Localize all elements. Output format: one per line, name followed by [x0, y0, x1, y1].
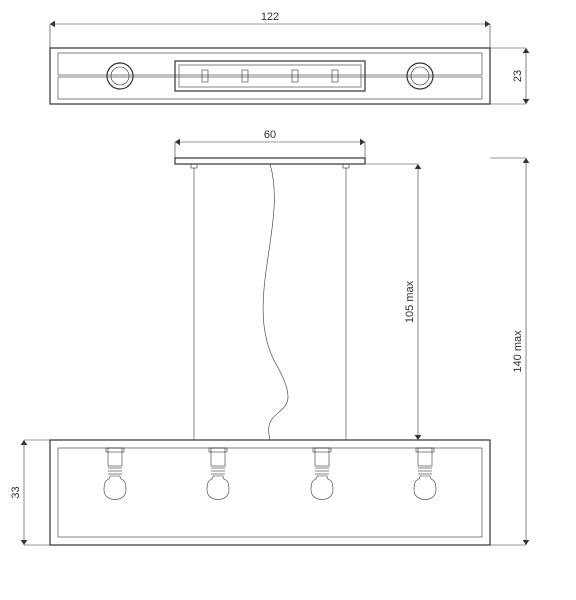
bulb-2	[207, 476, 229, 499]
dimension-top-height: 23	[512, 70, 524, 82]
technical-drawing: 122 23 60 105 max 140 max 33	[0, 0, 576, 600]
bulb-socket-4	[418, 448, 432, 466]
bulb-socket-2	[211, 448, 225, 466]
bulb-socket-1	[108, 448, 122, 466]
ceiling-plate	[175, 158, 365, 164]
bulb-4	[414, 476, 436, 499]
bulb-socket-3	[315, 448, 329, 466]
bulb-3	[311, 476, 333, 499]
top-view-plate	[175, 61, 365, 91]
dimension-plate-width: 60	[264, 129, 276, 141]
top-view-frame	[50, 48, 490, 104]
dimension-overall-width: 122	[261, 11, 279, 23]
bulb-1	[104, 476, 126, 499]
power-cord	[263, 164, 288, 440]
dimension-cable-length: 105 max	[404, 280, 416, 323]
dimension-frame-height: 33	[10, 486, 22, 498]
fixture-frame	[50, 440, 490, 545]
dimension-total-height: 140 max	[512, 330, 524, 373]
